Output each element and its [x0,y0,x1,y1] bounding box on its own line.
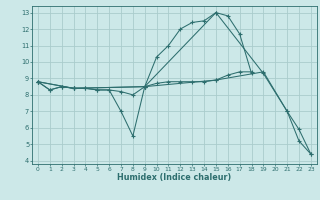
X-axis label: Humidex (Indice chaleur): Humidex (Indice chaleur) [117,173,232,182]
